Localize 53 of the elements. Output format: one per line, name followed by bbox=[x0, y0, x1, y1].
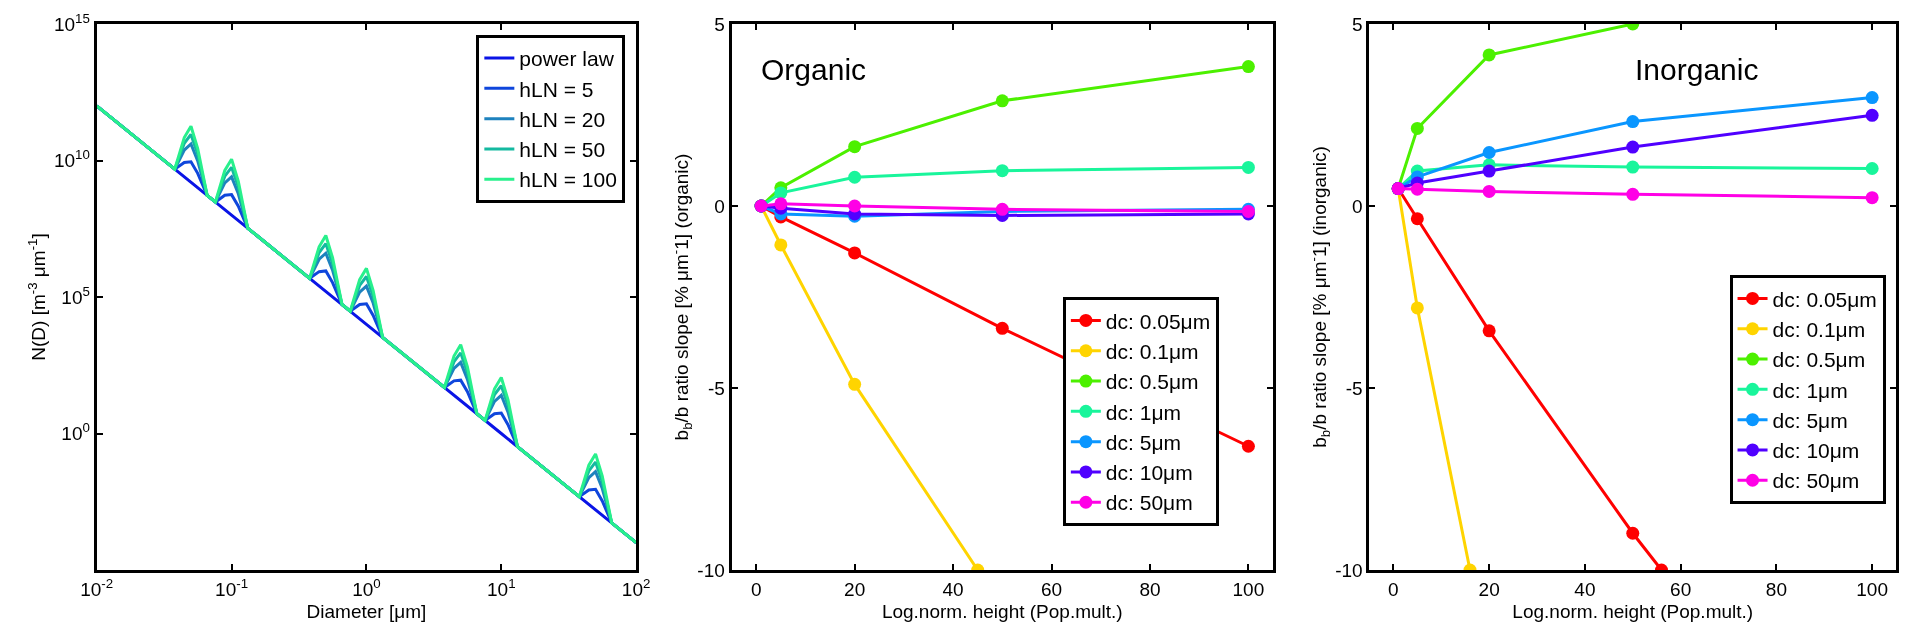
y-tick-label: 0 bbox=[714, 195, 725, 217]
legend-label: dc: 50μm bbox=[1105, 491, 1193, 515]
legend-label: dc: 0.05μm bbox=[1772, 287, 1877, 311]
x-tick-label: 10$^{2}$ bbox=[621, 575, 651, 600]
x-tick-label: 100 bbox=[1856, 578, 1888, 600]
legend-label: dc: 10μm bbox=[1772, 439, 1860, 463]
y-tick-label: 10$^{15}$ bbox=[53, 10, 90, 35]
x-tick-label: 20 bbox=[1478, 578, 1500, 600]
x-tick-label: 20 bbox=[844, 578, 866, 600]
x-tick-label: 10$^{-2}$ bbox=[80, 575, 114, 600]
y-tick-label: 10$^{5}$ bbox=[61, 283, 90, 308]
x-tick-label: 80 bbox=[1765, 578, 1787, 600]
y-tick-label: 10$^{0}$ bbox=[61, 420, 90, 445]
legend-label: dc: 0.1μm bbox=[1105, 339, 1199, 363]
x-tick-label: 0 bbox=[750, 578, 762, 600]
x-tick-label: 60 bbox=[1670, 578, 1692, 600]
legend-label: dc: 0.1μm bbox=[1772, 317, 1866, 341]
legend-label: dc: 0.5μm bbox=[1772, 348, 1866, 372]
x-axis-title: Log.norm. height (Pop.mult.) bbox=[881, 600, 1123, 622]
legend-label: dc: 5μm bbox=[1772, 408, 1848, 432]
y-tick-label: 5 bbox=[714, 13, 725, 35]
y-tick-label: 0 bbox=[1352, 195, 1363, 217]
annotation: Organic bbox=[761, 53, 867, 86]
legend-label: dc: 1μm bbox=[1772, 378, 1848, 402]
x-tick-label: 10$^{0}$ bbox=[352, 575, 381, 600]
y-tick-label: -5 bbox=[1345, 377, 1363, 399]
legend-label: dc: 1μm bbox=[1105, 400, 1181, 424]
legend-label: dc: 5μm bbox=[1105, 430, 1181, 454]
x-tick-label: 40 bbox=[1574, 578, 1596, 600]
legend-label: hLN = 20 bbox=[519, 107, 606, 131]
legend-label: dc: 50μm bbox=[1772, 469, 1860, 493]
x-tick-label: 10$^{-1}$ bbox=[215, 575, 249, 600]
y-tick-label: 5 bbox=[1352, 13, 1363, 35]
x-tick-label: 80 bbox=[1139, 578, 1161, 600]
x-tick-label: 0 bbox=[1388, 578, 1399, 600]
legend-label: hLN = 5 bbox=[519, 77, 594, 101]
x-tick-label: 100 bbox=[1232, 578, 1265, 600]
y-tick-label: -10 bbox=[1335, 559, 1363, 581]
y-tick-label: -5 bbox=[707, 377, 725, 399]
legend-label: power law bbox=[519, 47, 615, 71]
legend-label: dc: 10μm bbox=[1105, 461, 1193, 485]
legend-label: dc: 0.5μm bbox=[1105, 370, 1199, 394]
legend-label: hLN = 50 bbox=[519, 138, 606, 162]
legend-label: hLN = 100 bbox=[519, 168, 617, 192]
x-tick-label: 60 bbox=[1040, 578, 1063, 600]
x-axis-title: Diameter [μm] bbox=[306, 600, 427, 622]
y-tick-label: 10$^{10}$ bbox=[53, 147, 90, 172]
legend-label: dc: 0.05μm bbox=[1105, 309, 1211, 333]
y-tick-label: -10 bbox=[697, 559, 725, 581]
annotation: Inorganic bbox=[1635, 53, 1759, 86]
x-tick-label: 10$^{1}$ bbox=[487, 575, 516, 600]
x-tick-label: 40 bbox=[942, 578, 964, 600]
x-axis-title: Log.norm. height (Pop.mult.) bbox=[1512, 600, 1754, 622]
